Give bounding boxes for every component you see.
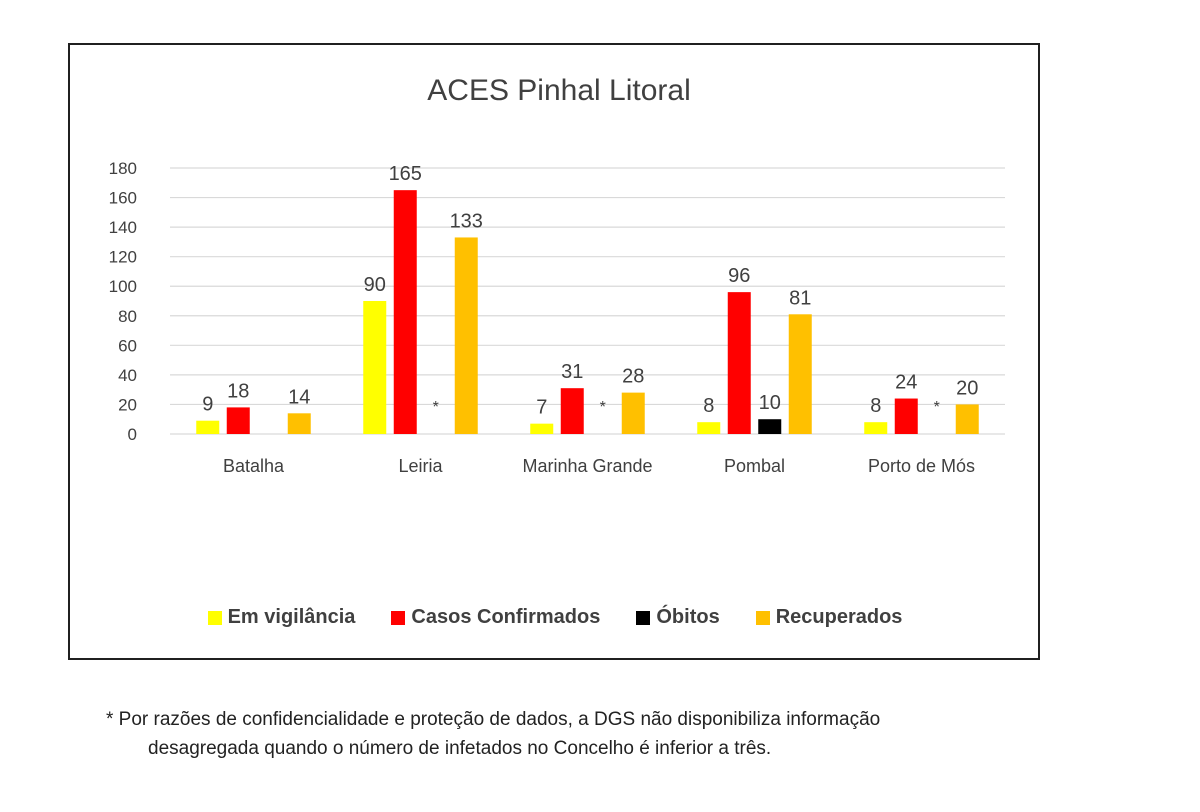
bar	[758, 419, 782, 434]
y-tick-label: 180	[109, 159, 137, 178]
data-label: 8	[870, 395, 881, 417]
legend-label: Casos Confirmados	[411, 606, 601, 628]
data-label: 165	[389, 163, 422, 185]
bar	[621, 392, 645, 434]
x-tick-label: Batalha	[223, 456, 285, 476]
bar	[287, 413, 311, 434]
footnote: * Por razões de confidencialidade e prot…	[106, 705, 1166, 763]
bar	[196, 420, 220, 434]
data-label: 31	[561, 361, 583, 383]
legend-swatch	[636, 610, 651, 625]
chart-title: ACES Pinhal Litoral	[427, 74, 690, 107]
bars	[196, 190, 979, 434]
suppressed-marker: *	[433, 399, 439, 416]
legend-swatch	[755, 610, 770, 625]
footnote-line-1: * Por razões de confidencialidade e prot…	[106, 709, 881, 730]
legend-swatch	[207, 610, 222, 625]
data-label: 8	[703, 395, 714, 417]
bar	[788, 314, 812, 434]
legend-item: Recuperados	[755, 606, 903, 629]
bar	[864, 422, 888, 434]
data-label: 96	[728, 265, 750, 287]
legend-label: Em vigilância	[227, 606, 356, 628]
data-label: 24	[895, 372, 917, 394]
x-tick-label: Porto de Mós	[868, 456, 975, 476]
data-label: 81	[789, 287, 811, 309]
x-tick-label: Pombal	[724, 456, 785, 476]
bar	[727, 292, 751, 434]
x-axis-ticks: Batalha Leiria Marinha Grande Pombal Porto d…	[223, 456, 975, 476]
data-label: 9	[202, 394, 213, 416]
y-axis-ticks: 0 20 40 60 80 100 120 140 160 180	[109, 159, 137, 444]
bar	[955, 404, 979, 434]
suppressed-marker: *	[600, 399, 606, 416]
data-labels: 9 18 14 90 165 * 133 7 31 * 28 8 96 10 81 8 24 * 20	[202, 163, 978, 418]
legend-item: Óbitos	[636, 606, 720, 629]
y-tick-label: 100	[109, 277, 137, 296]
bar	[894, 398, 918, 434]
bar	[393, 190, 417, 434]
bar	[530, 423, 554, 434]
legend-item: Casos Confirmados	[391, 606, 600, 629]
y-tick-label: 120	[109, 248, 137, 267]
y-tick-label: 80	[118, 307, 137, 326]
suppressed-marker: *	[934, 399, 940, 416]
y-tick-label: 160	[109, 189, 137, 208]
y-tick-label: 40	[118, 366, 137, 385]
data-label: 133	[450, 210, 483, 232]
data-label: 20	[956, 377, 978, 399]
data-label: 18	[227, 380, 249, 402]
bar	[697, 422, 721, 434]
legend-swatch	[391, 610, 406, 625]
y-tick-label: 60	[118, 336, 137, 355]
bar	[226, 407, 250, 434]
y-tick-label: 20	[118, 395, 137, 414]
data-label: 7	[536, 397, 547, 419]
legend-label: Recuperados	[775, 606, 903, 628]
bar	[454, 237, 478, 434]
data-label: 90	[364, 274, 386, 296]
data-label: 10	[759, 392, 781, 414]
x-tick-label: Leiria	[398, 456, 443, 476]
legend-item: Em vigilância	[207, 606, 356, 629]
y-tick-label: 140	[109, 218, 137, 237]
bar	[363, 301, 387, 434]
data-label: 14	[288, 386, 310, 408]
chart-frame	[68, 43, 1040, 660]
data-label: 28	[622, 366, 644, 388]
legend-label: Óbitos	[656, 606, 720, 628]
footnote-line-2: desagregada quando o número de infetados…	[148, 738, 772, 759]
bar	[560, 388, 584, 434]
y-tick-label: 0	[128, 425, 137, 444]
legend: Em vigilância Casos Confirmados Óbitos Recu…	[0, 606, 1110, 629]
x-tick-label: Marinha Grande	[522, 456, 652, 476]
